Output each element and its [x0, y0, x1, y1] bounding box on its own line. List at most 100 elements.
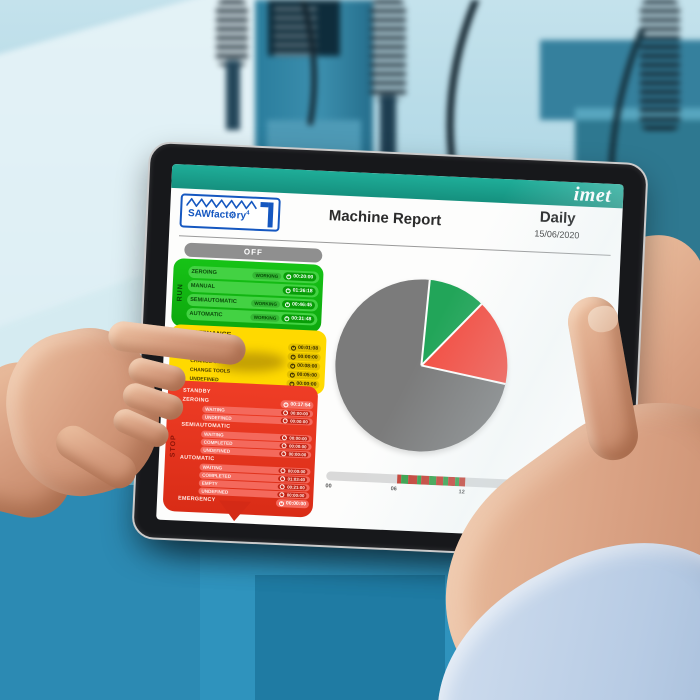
status-label: AUTOMATIC	[189, 310, 223, 319]
time-pill: 00:05:00	[286, 370, 320, 380]
machine-spring	[370, 0, 406, 100]
stop-pointer-arrow	[218, 500, 252, 522]
status-badge: WORKING	[252, 271, 282, 280]
logo-sup: 4	[246, 210, 250, 217]
report-date: 15/06/2020	[534, 228, 580, 241]
logo-text-post: ry	[236, 210, 247, 222]
time-pill: 00:17:54	[280, 400, 314, 410]
time-value: 00:00:00	[287, 468, 306, 475]
machine-state-pie-chart[interactable]	[331, 275, 512, 456]
time-value: 00:01:08	[297, 344, 319, 352]
clock-icon	[280, 484, 286, 490]
time-value: 00:08:00	[297, 362, 318, 370]
status-label: AUTOMATIC	[179, 454, 215, 463]
clock-icon	[286, 273, 292, 279]
clock-icon	[282, 435, 288, 441]
status-label: COMPLETED	[203, 439, 233, 446]
time-pill: 00:00:00	[275, 498, 310, 509]
status-label: ZEROING	[182, 396, 210, 404]
status-label: UNDEFINED	[203, 447, 231, 454]
status-label: SEMIAUTOMATIC	[181, 421, 231, 430]
status-label: MANUAL	[190, 282, 216, 290]
machine-spring	[216, 0, 248, 66]
status-label: WAITING	[202, 464, 223, 471]
clock-icon	[280, 476, 286, 482]
sawfactory-logo: SAWfact⚙ry4	[179, 193, 281, 232]
time-value: 00:46:45	[291, 301, 313, 309]
sawfactory-logo-text: SAWfact⚙ry4	[188, 208, 250, 222]
period-label[interactable]: Daily	[539, 208, 576, 228]
clock-icon	[285, 287, 291, 293]
imet-logo: imet	[573, 182, 612, 207]
saw-blade-icon	[186, 197, 257, 210]
time-value: 00:00:00	[290, 418, 308, 425]
status-label: UNDEFINED	[201, 488, 229, 495]
time-value: 00:00:00	[285, 500, 307, 508]
report-header: SAWfact⚙ry4 Machine Report Daily 15/06/2…	[169, 188, 623, 256]
period-selector[interactable]: Daily 15/06/2020	[534, 208, 580, 241]
time-value: 01:03:40	[287, 476, 306, 483]
time-value: 01:36:18	[292, 287, 313, 295]
saw-handle-icon	[267, 202, 274, 228]
status-label: WAITING	[203, 431, 224, 438]
timeline-segment	[407, 474, 418, 485]
clock-icon	[281, 443, 288, 449]
timeline-tick-label: 00	[325, 483, 332, 490]
time-value: 00:00:00	[297, 353, 318, 361]
time-pill: 00:00:00	[279, 443, 309, 450]
status-label: WAITING	[205, 406, 225, 413]
status-label: UNDEFINED	[204, 414, 232, 421]
run-side-label: RUN	[176, 283, 185, 302]
time-value: 00:00:00	[288, 443, 307, 450]
time-pill: 00:00:00	[279, 451, 309, 458]
time-value: 00:21:00	[287, 484, 305, 491]
time-pill: 00:21:00	[278, 484, 307, 491]
time-pill: 00:08:00	[287, 361, 321, 371]
time-pill: 00:00:00	[280, 435, 310, 442]
time-pill: 00:20:00	[283, 272, 317, 282]
time-value: 00:00:00	[288, 451, 307, 458]
time-pill: 00:00:00	[281, 418, 310, 425]
clock-icon	[283, 401, 289, 407]
logo-text-pre: SAWfact	[187, 208, 229, 221]
time-value: 00:31:48	[291, 315, 312, 323]
status-label: EMERGENCY	[177, 495, 216, 504]
clock-icon	[281, 451, 287, 457]
time-pill: 00:00:00	[277, 492, 307, 499]
time-pill: 00:00:00	[287, 352, 321, 362]
page-title: Machine Report	[328, 207, 442, 230]
status-badge: WORKING	[251, 299, 281, 308]
time-value: 00:05:00	[296, 371, 317, 379]
time-value: 00:20:00	[293, 273, 314, 281]
clock-icon	[279, 492, 285, 498]
time-pill: 00:46:45	[281, 300, 316, 310]
machine-base-block	[255, 575, 445, 700]
timeline-segment	[459, 477, 466, 487]
status-stop-block: STOP STANDBY ZEROING 00:17:54 WAITING	[162, 379, 319, 518]
time-value: 00:00:00	[286, 492, 305, 499]
time-pill: 00:00:00	[281, 410, 311, 417]
time-pill: 00:31:48	[281, 314, 315, 324]
status-badge: WORKING	[250, 313, 280, 322]
time-pill: 00:01:08	[287, 343, 322, 353]
status-label: COMPLETED	[202, 472, 232, 479]
clock-icon	[284, 301, 291, 307]
time-pill: 01:36:18	[282, 286, 316, 296]
timeline-tick-label: 12	[458, 489, 465, 496]
clock-icon	[290, 345, 297, 351]
machine-spring	[640, 0, 680, 130]
clock-icon	[283, 418, 289, 424]
time-value: 00:00:00	[290, 410, 309, 417]
clock-icon	[289, 371, 295, 378]
time-value: 00:17:54	[290, 401, 311, 409]
timeline-tick-label: 06	[390, 486, 397, 493]
machine-rod	[226, 60, 240, 130]
time-value: 00:00:00	[289, 435, 308, 442]
status-label: STANDBY	[182, 387, 211, 395]
time-pill: 01:03:40	[278, 476, 308, 483]
clock-icon	[283, 410, 289, 416]
clock-icon	[290, 362, 296, 369]
status-label: SEMIAUTOMATIC	[189, 296, 237, 305]
tablet-screen: imet SAWfact⚙ry4 Machine Report Daily 15…	[156, 163, 624, 541]
